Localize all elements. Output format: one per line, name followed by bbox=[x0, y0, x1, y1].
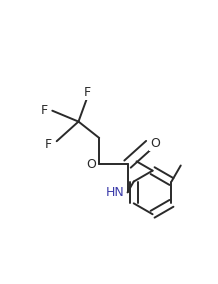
Text: F: F bbox=[45, 138, 52, 151]
Text: F: F bbox=[41, 104, 48, 117]
Text: O: O bbox=[150, 137, 160, 150]
Text: F: F bbox=[84, 86, 91, 99]
Text: HN: HN bbox=[106, 186, 125, 199]
Text: O: O bbox=[86, 158, 96, 171]
